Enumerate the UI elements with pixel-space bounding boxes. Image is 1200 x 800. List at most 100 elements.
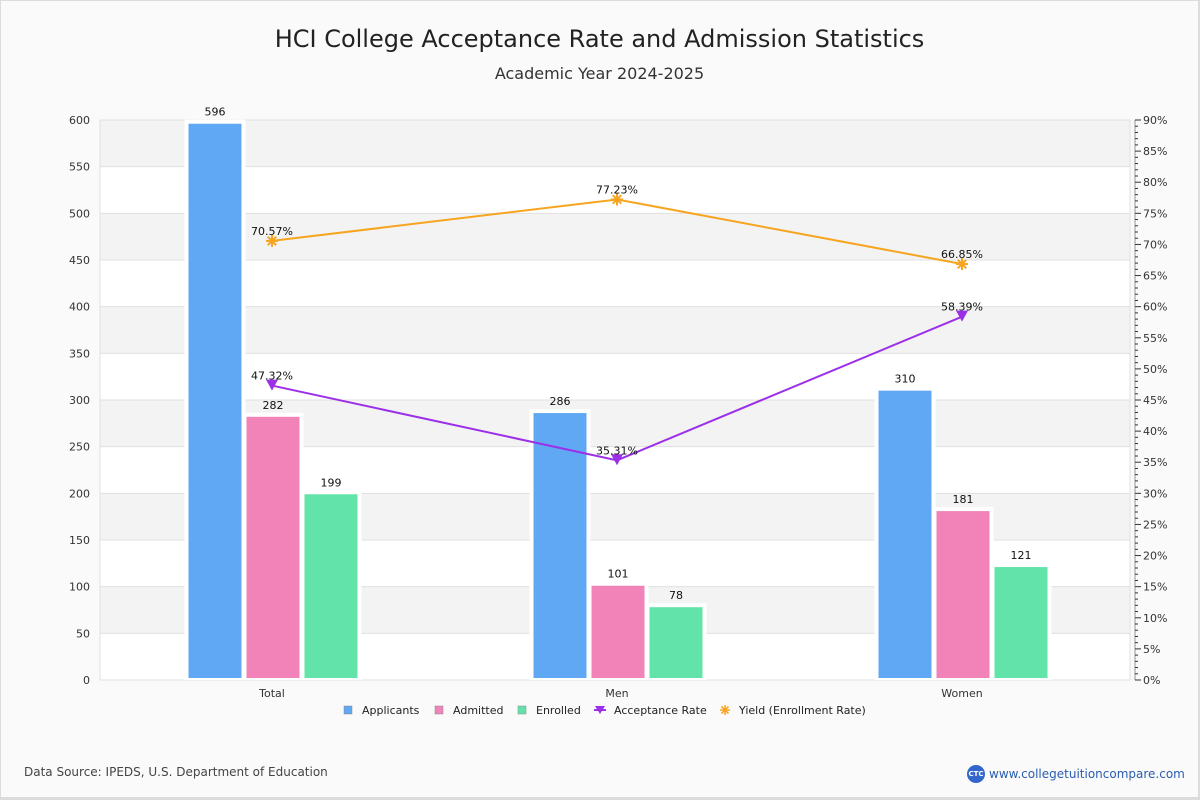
right-tick-label: 30% (1143, 487, 1167, 500)
bar-applicants (188, 123, 242, 678)
category-label: Women (941, 687, 982, 700)
line-value-label: 47.32% (251, 370, 293, 383)
bar-admitted (591, 585, 645, 678)
yield-marker-stroke (957, 259, 967, 269)
right-tick-label: 0% (1143, 674, 1160, 687)
line-value-label: 70.57% (251, 225, 293, 238)
line-value-label: 66.85% (941, 248, 983, 261)
left-tick-label: 600 (69, 114, 90, 127)
bar-value-label: 310 (895, 373, 916, 386)
acceptance-marker (611, 454, 623, 466)
right-tick-label: 15% (1143, 581, 1167, 594)
yield-marker (611, 193, 623, 206)
right-tick-label: 20% (1143, 550, 1167, 563)
left-tick-label: 450 (69, 254, 90, 267)
legend-swatch (434, 705, 444, 715)
bars: 596 286 310 282 101 181 199 78 121 (184, 106, 1052, 680)
category-label: Men (605, 687, 628, 700)
bar-value-label: 286 (550, 395, 571, 408)
right-tick-label: 75% (1143, 207, 1167, 220)
legend: Applicants Admitted Enrolled Acceptance Rat… (343, 704, 866, 717)
bar-applicants (533, 413, 587, 678)
right-tick-label: 45% (1143, 394, 1167, 407)
legend-asterisk-icon (720, 705, 730, 715)
grid-band (100, 120, 1130, 167)
bar-enrolled (649, 607, 703, 678)
yield-marker (956, 258, 968, 271)
right-tick-label: 80% (1143, 176, 1167, 189)
bar-value-label: 78 (669, 589, 683, 602)
brand-link[interactable]: CTC www.collegetuitioncompare.com (967, 765, 1185, 783)
left-tick-label: 550 (69, 161, 90, 174)
left-tick-label: 200 (69, 487, 90, 500)
bar-value-label: 199 (321, 476, 342, 489)
left-tick-label: 300 (69, 394, 90, 407)
line-value-label: 58.39% (941, 301, 983, 314)
legend-label: Admitted (453, 704, 503, 717)
right-tick-label: 25% (1143, 518, 1167, 531)
legend-swatch (517, 705, 527, 715)
data-source: Data Source: IPEDS, U.S. Department of E… (24, 765, 328, 779)
right-tick-label: 35% (1143, 456, 1167, 469)
bar-value-label: 596 (205, 106, 226, 119)
bar-value-label: 121 (1011, 549, 1032, 562)
right-tick-label: 90% (1143, 114, 1167, 127)
legend-label: Acceptance Rate (614, 704, 707, 717)
legend-item: Yield (Enrollment Rate) (720, 704, 866, 717)
left-tick-label: 0 (83, 674, 90, 687)
yield-marker-stroke (267, 235, 277, 246)
legend-item: Enrolled (517, 704, 581, 717)
right-axis: 0% 5% 10% 15% 20% 25% 30% 35% 40% 45% 50% 55% 60% 65%… (1134, 114, 1167, 687)
right-tick-label: 65% (1143, 270, 1167, 283)
right-tick-label: 40% (1143, 425, 1167, 438)
grid-band (100, 166, 1130, 214)
right-tick-label: 85% (1143, 145, 1167, 158)
legend-label: Yield (Enrollment Rate) (738, 704, 866, 717)
left-tick-label: 250 (69, 441, 90, 454)
acceptance-marker (266, 379, 278, 391)
chart-subtitle: Academic Year 2024-2025 (494, 64, 705, 83)
left-tick-label: 350 (69, 347, 90, 360)
right-tick-label: 5% (1143, 643, 1160, 656)
bar-admitted (246, 416, 300, 678)
right-tick-label: 50% (1143, 363, 1167, 376)
legend-label: Applicants (362, 704, 420, 717)
bar-value-label: 282 (263, 399, 284, 412)
category-labels: Total Men Women (258, 687, 983, 700)
left-tick-label: 100 (69, 581, 90, 594)
bar-enrolled (994, 567, 1048, 678)
chart-title: HCI College Acceptance Rate and Admissio… (274, 25, 925, 53)
right-tick-label: 60% (1143, 301, 1167, 314)
left-tick-label: 50 (76, 627, 90, 640)
left-axis: 0 50 100 150 200 250 300 350 400 450 500 550 600 (69, 114, 90, 687)
right-tick-label: 55% (1143, 332, 1167, 345)
yield-marker (266, 234, 278, 247)
right-tick-label: 70% (1143, 238, 1167, 251)
legend-item: Acceptance Rate (594, 704, 707, 717)
line-value-label: 77.23% (596, 183, 638, 196)
left-tick-label: 400 (69, 301, 90, 314)
bar-admitted (936, 511, 990, 678)
right-tick-label: 10% (1143, 612, 1167, 625)
left-tick-label: 150 (69, 534, 90, 547)
category-label: Total (258, 687, 285, 700)
legend-item: Applicants (343, 704, 420, 717)
legend-label: Enrolled (536, 704, 581, 717)
grid-band (100, 353, 1130, 400)
yield-marker-stroke (612, 194, 622, 205)
left-tick-label: 500 (69, 207, 90, 220)
legend-triangle-icon (595, 706, 605, 714)
brand-url[interactable]: www.collegetuitioncompare.com (989, 767, 1185, 781)
legend-item: Admitted (434, 704, 503, 717)
line-value-label: 35.31% (596, 444, 638, 457)
acceptance-marker (956, 310, 968, 322)
brand-logo-icon: CTC (967, 765, 985, 783)
bar-applicants (878, 390, 932, 678)
bar-value-label: 101 (608, 568, 629, 581)
bar-value-label: 181 (953, 493, 974, 506)
legend-swatch (343, 705, 353, 715)
grid-band (100, 260, 1130, 307)
lines: 47.32% 35.31% 58.39% 70.57% 77.23% 66.85% (251, 183, 983, 466)
bar-enrolled (304, 494, 358, 678)
